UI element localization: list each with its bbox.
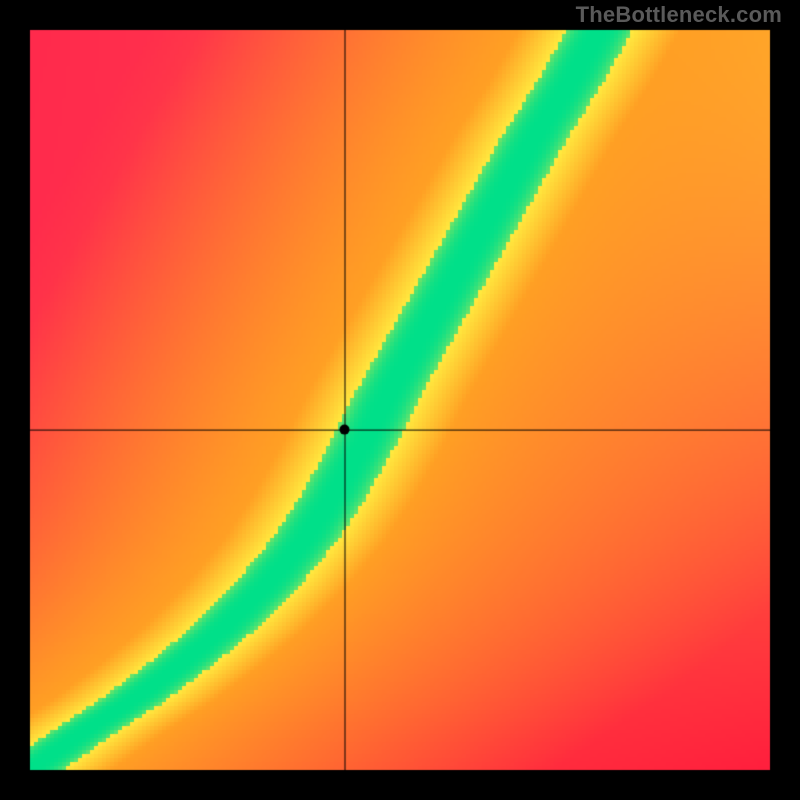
heatmap-canvas: [0, 0, 800, 800]
chart-container: TheBottleneck.com: [0, 0, 800, 800]
watermark-text: TheBottleneck.com: [576, 2, 782, 28]
